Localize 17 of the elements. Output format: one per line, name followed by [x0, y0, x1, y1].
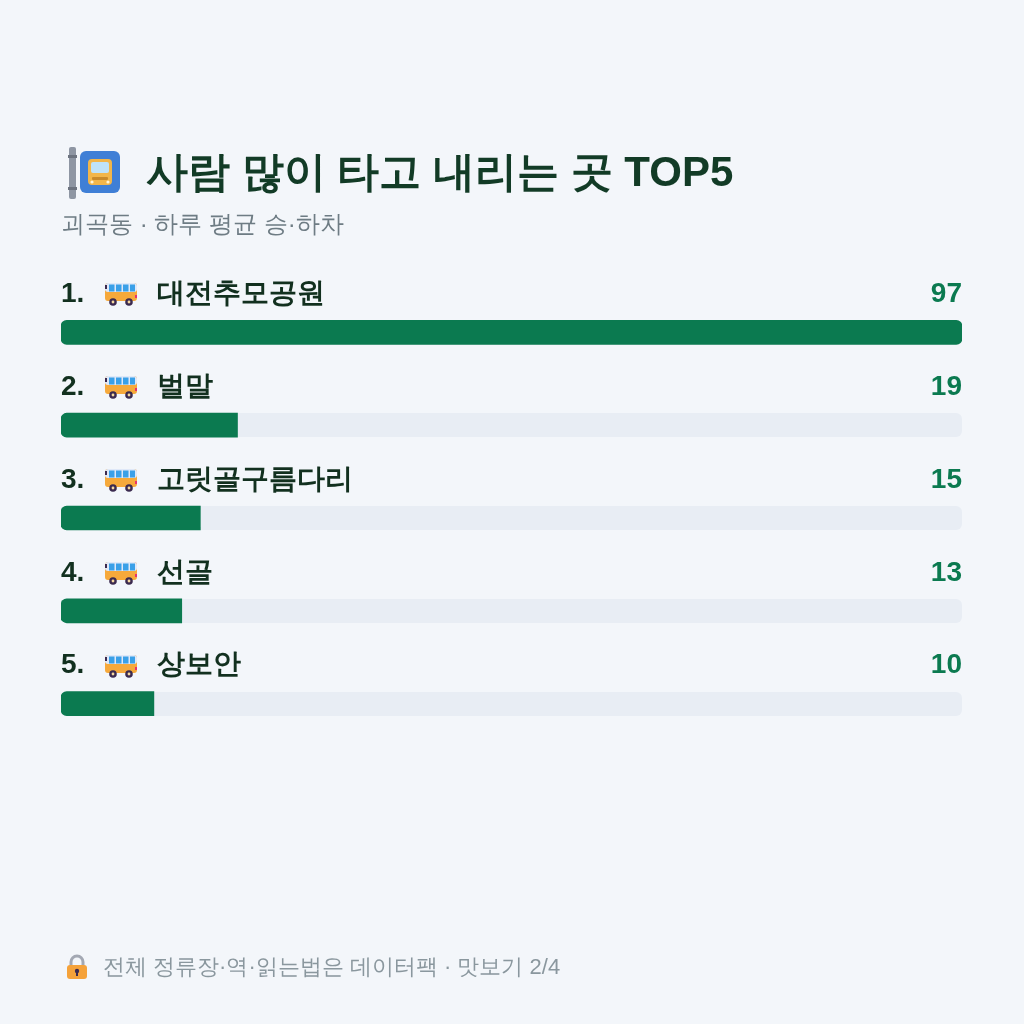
data-label: 97: [930, 277, 962, 309]
data-label: 15: [930, 462, 962, 494]
category-label: 4. 선골: [61, 555, 213, 587]
bar: [61, 412, 238, 438]
bar: [61, 505, 201, 531]
data-label: 13: [930, 555, 962, 587]
data-label: 19: [930, 369, 962, 401]
bar: [61, 598, 183, 624]
text: 전체 정류장·역·읽는법은 데이터팩 · 맛보기 2/4: [103, 953, 561, 981]
category-label: 3. 고릿골구름다리: [61, 462, 353, 494]
bar: [61, 691, 155, 716]
chart-title: 사람 많이 타고 내리는 곳 TOP5: [146, 147, 734, 197]
chart-subtitle: 괴곡동 · 하루 평균 승·하차: [61, 209, 344, 239]
category-label: 1. 대전추모공원: [61, 277, 325, 309]
data-label: 10: [930, 648, 962, 680]
category-label: 2. 벌말: [61, 369, 213, 401]
category-label: 5. 상보안: [61, 648, 241, 680]
